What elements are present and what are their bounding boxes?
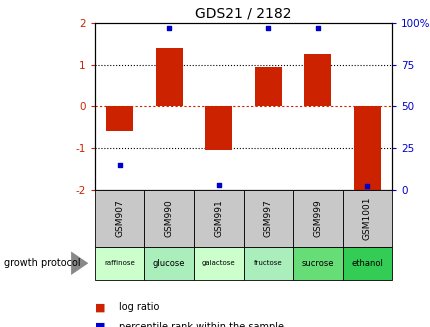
Bar bbox=[194, 247, 243, 280]
Bar bbox=[95, 247, 144, 280]
Text: raffinose: raffinose bbox=[104, 260, 135, 266]
Text: ethanol: ethanol bbox=[351, 259, 382, 268]
Bar bbox=[353, 106, 380, 190]
Point bbox=[363, 184, 370, 189]
Bar bbox=[342, 247, 391, 280]
Bar bbox=[106, 106, 133, 131]
Bar bbox=[243, 247, 292, 280]
Text: GSM1001: GSM1001 bbox=[362, 197, 371, 240]
Text: GSM991: GSM991 bbox=[214, 199, 223, 237]
Bar bbox=[254, 67, 281, 106]
Text: GSM907: GSM907 bbox=[115, 199, 124, 237]
Text: fructose: fructose bbox=[253, 260, 282, 266]
Text: GSM999: GSM999 bbox=[313, 199, 322, 237]
Text: ■: ■ bbox=[95, 302, 108, 312]
Bar bbox=[144, 190, 194, 247]
Bar bbox=[342, 190, 391, 247]
Title: GDS21 / 2182: GDS21 / 2182 bbox=[195, 6, 291, 20]
Text: glucose: glucose bbox=[153, 259, 185, 268]
Bar bbox=[243, 190, 292, 247]
Bar bbox=[292, 247, 342, 280]
Text: GSM997: GSM997 bbox=[263, 199, 272, 237]
Polygon shape bbox=[71, 251, 88, 275]
Bar bbox=[304, 54, 331, 106]
Text: percentile rank within the sample: percentile rank within the sample bbox=[118, 322, 283, 327]
Bar bbox=[205, 106, 232, 150]
Point bbox=[264, 25, 271, 30]
Text: galactose: galactose bbox=[201, 260, 235, 266]
Bar bbox=[144, 247, 194, 280]
Bar bbox=[95, 190, 144, 247]
Point bbox=[215, 182, 222, 187]
Bar bbox=[194, 190, 243, 247]
Text: growth protocol: growth protocol bbox=[4, 258, 81, 268]
Text: sucrose: sucrose bbox=[301, 259, 333, 268]
Bar bbox=[292, 190, 342, 247]
Text: log ratio: log ratio bbox=[118, 302, 159, 312]
Text: ■: ■ bbox=[95, 322, 108, 327]
Text: GSM990: GSM990 bbox=[164, 199, 173, 237]
Point bbox=[165, 25, 172, 30]
Point bbox=[314, 25, 321, 30]
Point bbox=[116, 162, 123, 167]
Bar bbox=[155, 48, 182, 106]
